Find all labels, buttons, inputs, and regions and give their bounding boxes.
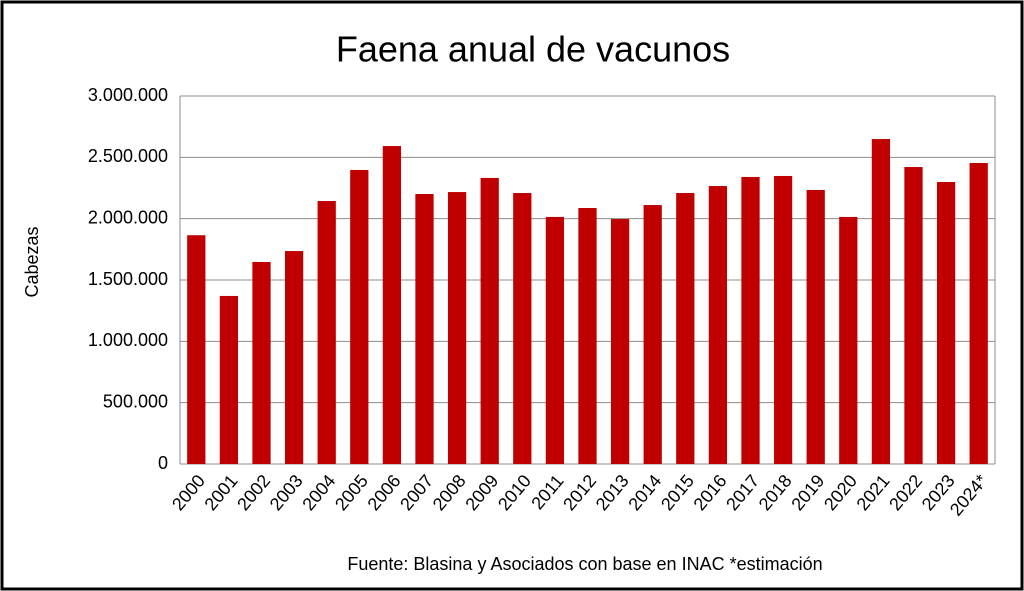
- bar: [252, 261, 271, 464]
- bar: [284, 251, 304, 464]
- bar: [708, 186, 728, 464]
- y-tick-label: 0: [158, 453, 168, 473]
- bar: [610, 219, 630, 464]
- bar: [643, 205, 662, 464]
- y-tick-label: 3.000.000: [88, 85, 168, 105]
- bar: [382, 146, 402, 464]
- bar: [447, 192, 467, 464]
- y-tick-label: 1.000.000: [88, 330, 168, 350]
- bar: [513, 193, 532, 464]
- bar: [773, 175, 793, 464]
- bar: [871, 139, 891, 464]
- bar: [317, 201, 336, 464]
- y-axis-label: Cabezas: [22, 226, 42, 297]
- bar: [676, 193, 695, 464]
- bar: [187, 235, 206, 464]
- y-tick-label: 1.500.000: [88, 269, 168, 289]
- bar: [741, 176, 760, 464]
- bar: [806, 189, 825, 465]
- bar: [350, 169, 369, 464]
- bar: [936, 181, 956, 465]
- bar: [578, 207, 597, 464]
- bar: [969, 162, 988, 464]
- bar: [839, 216, 858, 464]
- bar: [545, 216, 565, 464]
- chart-title: Faena anual de vacunos: [336, 29, 730, 70]
- y-tick-label: 2.000.000: [88, 207, 168, 227]
- y-tick-label: 500.000: [103, 391, 168, 411]
- bar: [219, 295, 239, 464]
- bar: [415, 194, 434, 464]
- bar: [904, 167, 923, 465]
- y-tick-label: 2.500.000: [88, 146, 168, 166]
- source-note: Fuente: Blasina y Asociados con base en …: [347, 554, 822, 574]
- bar: [480, 177, 499, 464]
